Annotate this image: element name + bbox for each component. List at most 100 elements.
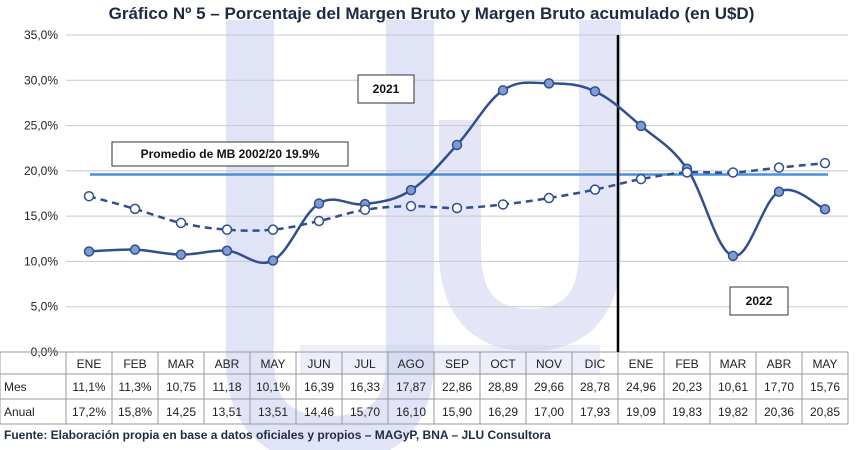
x-tick-label: MAR	[720, 357, 747, 371]
data-point-anual	[819, 157, 831, 169]
annotations: 2021 2022 Promedio de MB 2002/20 19.9%	[111, 74, 789, 316]
chart-title: Gráfico Nº 5 – Porcentaje del Margen Bru…	[108, 4, 755, 23]
data-point-anual	[589, 184, 601, 195]
y-tick-label: 20,0%	[24, 164, 58, 178]
data-label: 14,25	[166, 405, 196, 419]
table-row-header: Anual	[4, 405, 35, 419]
year-label-2022: 2022	[746, 294, 773, 308]
data-label: 22,86	[442, 380, 472, 394]
year-label-2021: 2021	[373, 82, 400, 96]
data-label: 17,87	[396, 380, 426, 394]
x-tick-label: JUL	[354, 357, 376, 371]
data-label: 28,78	[580, 380, 610, 394]
data-point-anual	[267, 224, 279, 235]
x-tick-label: MAY	[260, 357, 285, 371]
data-label: 20,36	[764, 405, 794, 419]
data-point-mes	[83, 246, 95, 257]
data-point-anual	[221, 224, 233, 235]
data-point-anual	[773, 162, 785, 173]
data-point-anual	[497, 199, 509, 210]
data-point-mes	[635, 120, 647, 132]
data-label: 14,46	[304, 405, 334, 419]
data-label: 16,29	[488, 405, 518, 419]
average-label-box	[111, 141, 349, 167]
data-table: ENE FEB MAR ABR MAY JUN JUL AGO SEP OCT NOV DIC ENE F…	[0, 351, 849, 425]
data-point-anual	[359, 204, 371, 216]
data-label: 11,1%	[72, 380, 105, 394]
data-point-mes	[589, 86, 601, 97]
data-label: 16,39	[304, 380, 334, 394]
data-point-anual	[313, 215, 325, 227]
data-label: 19,82	[718, 405, 748, 419]
data-label: 17,93	[580, 405, 610, 419]
data-point-mes	[405, 184, 417, 196]
data-label: 17,70	[764, 380, 794, 394]
x-tick-label: ABR	[215, 357, 240, 371]
data-point-mes	[773, 186, 785, 197]
data-label: 20,23	[672, 380, 702, 394]
data-point-anual	[405, 200, 417, 212]
data-point-anual	[635, 173, 647, 185]
x-tick-label: ABR	[767, 357, 792, 371]
data-label: 28,89	[488, 380, 518, 394]
data-label: 20,85	[810, 405, 840, 419]
x-tick-label: JUN	[307, 357, 330, 371]
average-label: Promedio de MB 2002/20 19.9%	[141, 147, 320, 161]
x-tick-label: ENE	[629, 357, 654, 371]
data-label: 10,1%	[256, 380, 290, 394]
watermark-arc-right	[439, 20, 621, 352]
y-tick-label: 35,0%	[24, 28, 58, 42]
x-tick-label: DIC	[585, 357, 606, 371]
y-tick-label: 15,0%	[24, 209, 58, 223]
data-label: 17,2%	[72, 405, 106, 419]
y-tick-label: 30,0%	[24, 73, 58, 87]
data-point-mes	[497, 85, 509, 96]
data-label: 16,33	[350, 380, 380, 394]
data-point-anual	[543, 192, 555, 204]
data-point-anual	[175, 217, 187, 229]
data-point-mes	[451, 139, 463, 151]
watermark-arc-left	[226, 20, 434, 450]
data-label: 19,83	[672, 405, 702, 419]
data-point-mes	[313, 198, 325, 209]
y-tick-label: 25,0%	[24, 119, 58, 133]
x-tick-label: SEP	[445, 357, 469, 371]
source-note: Fuente: Elaboración propia en base a dat…	[4, 428, 551, 442]
table-row-header: Mes	[4, 380, 27, 394]
data-label: 13,51	[258, 405, 288, 419]
watermark	[226, 20, 621, 450]
year-label-2021-box	[357, 74, 415, 104]
y-axis: 0,0%5,0%10,0%15,0%20,0%25,0%30,0%35,0%	[24, 28, 58, 359]
data-label: 16,10	[396, 405, 426, 419]
data-label: 10,61	[718, 380, 748, 394]
data-label: 15,76	[810, 380, 840, 394]
x-tick-label: MAR	[168, 357, 195, 371]
data-point-mes	[221, 245, 233, 256]
data-label: 15,90	[442, 405, 472, 419]
x-tick-label: ENE	[77, 357, 102, 371]
data-point-anual	[727, 167, 739, 178]
y-tick-label: 10,0%	[24, 254, 58, 268]
x-tick-label: AGO	[398, 357, 425, 371]
data-label: 17,00	[534, 405, 564, 419]
data-point-mes	[543, 78, 555, 89]
data-label: 10,75	[166, 380, 196, 394]
data-point-mes	[129, 244, 141, 255]
data-point-mes	[267, 255, 279, 266]
y-tick-label: 5,0%	[31, 300, 59, 314]
x-tick-label: NOV	[536, 357, 562, 371]
data-point-mes	[819, 204, 831, 215]
data-label: 11,3%	[118, 380, 151, 394]
data-label: 24,96	[626, 380, 656, 394]
data-label: 19,09	[626, 405, 656, 419]
x-tick-label: FEB	[123, 357, 146, 371]
x-tick-label: OCT	[490, 357, 516, 371]
data-point-anual	[83, 190, 95, 202]
data-point-mes	[175, 249, 187, 260]
year-label-2022-box	[729, 286, 789, 316]
x-tick-label: FEB	[675, 357, 698, 371]
x-tick-label: MAY	[812, 357, 837, 371]
data-label: 15,8%	[118, 405, 152, 419]
data-point-mes	[727, 250, 739, 262]
